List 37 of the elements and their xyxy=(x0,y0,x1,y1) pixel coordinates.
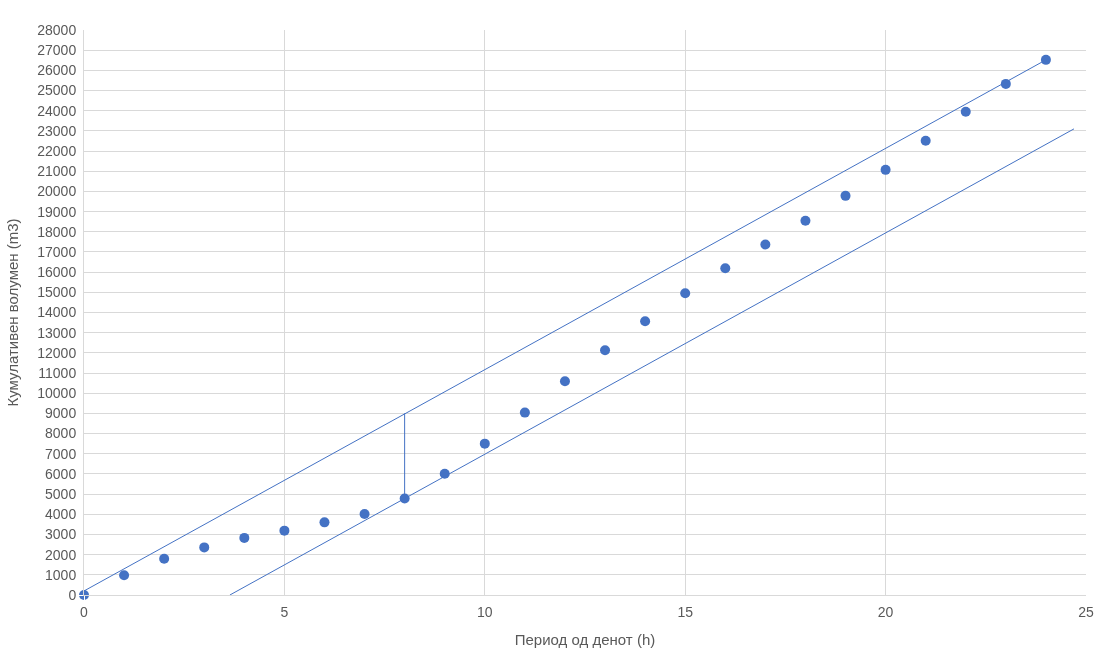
y-tick-label: 1000 xyxy=(45,566,77,583)
y-tick-label: 27000 xyxy=(37,42,77,59)
y-tick-label: 16000 xyxy=(37,264,77,281)
y-tick-label: 3000 xyxy=(45,526,77,543)
y-tick-label: 20000 xyxy=(37,183,77,200)
y-tick-label: 4000 xyxy=(45,506,77,523)
y-tick-label: 28000 xyxy=(37,21,77,38)
y-tick-label: 21000 xyxy=(37,163,77,180)
y-tick-label: 10000 xyxy=(37,385,77,402)
x-tick-label: 15 xyxy=(677,603,694,620)
y-tick-label: 14000 xyxy=(37,304,77,321)
x-tick-label: 25 xyxy=(1078,603,1094,620)
x-tick-label: 10 xyxy=(477,603,493,620)
y-tick-label: 23000 xyxy=(37,122,77,139)
y-tick-label: 24000 xyxy=(37,102,77,119)
y-tick-label: 15000 xyxy=(37,284,77,301)
y-tick-label: 12000 xyxy=(37,344,77,361)
y-tick-label: 0 xyxy=(68,586,77,603)
y-tick-label: 2000 xyxy=(45,546,77,563)
y-axis-title: Кумулативен волумен (m3) xyxy=(3,218,21,407)
y-tick-label: 17000 xyxy=(37,243,77,260)
y-tick-label: 6000 xyxy=(45,465,77,482)
y-tick-label: 19000 xyxy=(37,203,77,220)
y-tick-label: 8000 xyxy=(45,425,77,442)
y-tick-label: 13000 xyxy=(37,324,77,341)
y-tick-label: 11000 xyxy=(38,364,77,381)
y-tick-label: 26000 xyxy=(37,62,77,79)
x-axis-title: Период од денот (h) xyxy=(514,630,656,648)
y-tick-label: 7000 xyxy=(45,445,77,462)
x-tick-label: 0 xyxy=(80,603,89,620)
y-tick-label: 25000 xyxy=(37,82,77,99)
y-tick-label: 18000 xyxy=(37,223,77,240)
x-tick-label: 20 xyxy=(877,603,894,620)
y-tick-label: 22000 xyxy=(37,142,77,159)
y-tick-label: 9000 xyxy=(45,405,77,422)
y-tick-label: 5000 xyxy=(45,486,77,503)
x-tick-label: 5 xyxy=(280,603,289,620)
